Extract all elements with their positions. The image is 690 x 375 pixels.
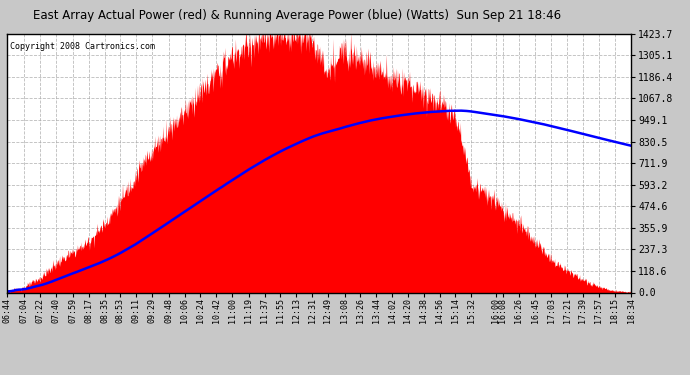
Text: East Array Actual Power (red) & Running Average Power (blue) (Watts)  Sun Sep 21: East Array Actual Power (red) & Running … — [32, 9, 561, 22]
Text: Copyright 2008 Cartronics.com: Copyright 2008 Cartronics.com — [10, 42, 155, 51]
